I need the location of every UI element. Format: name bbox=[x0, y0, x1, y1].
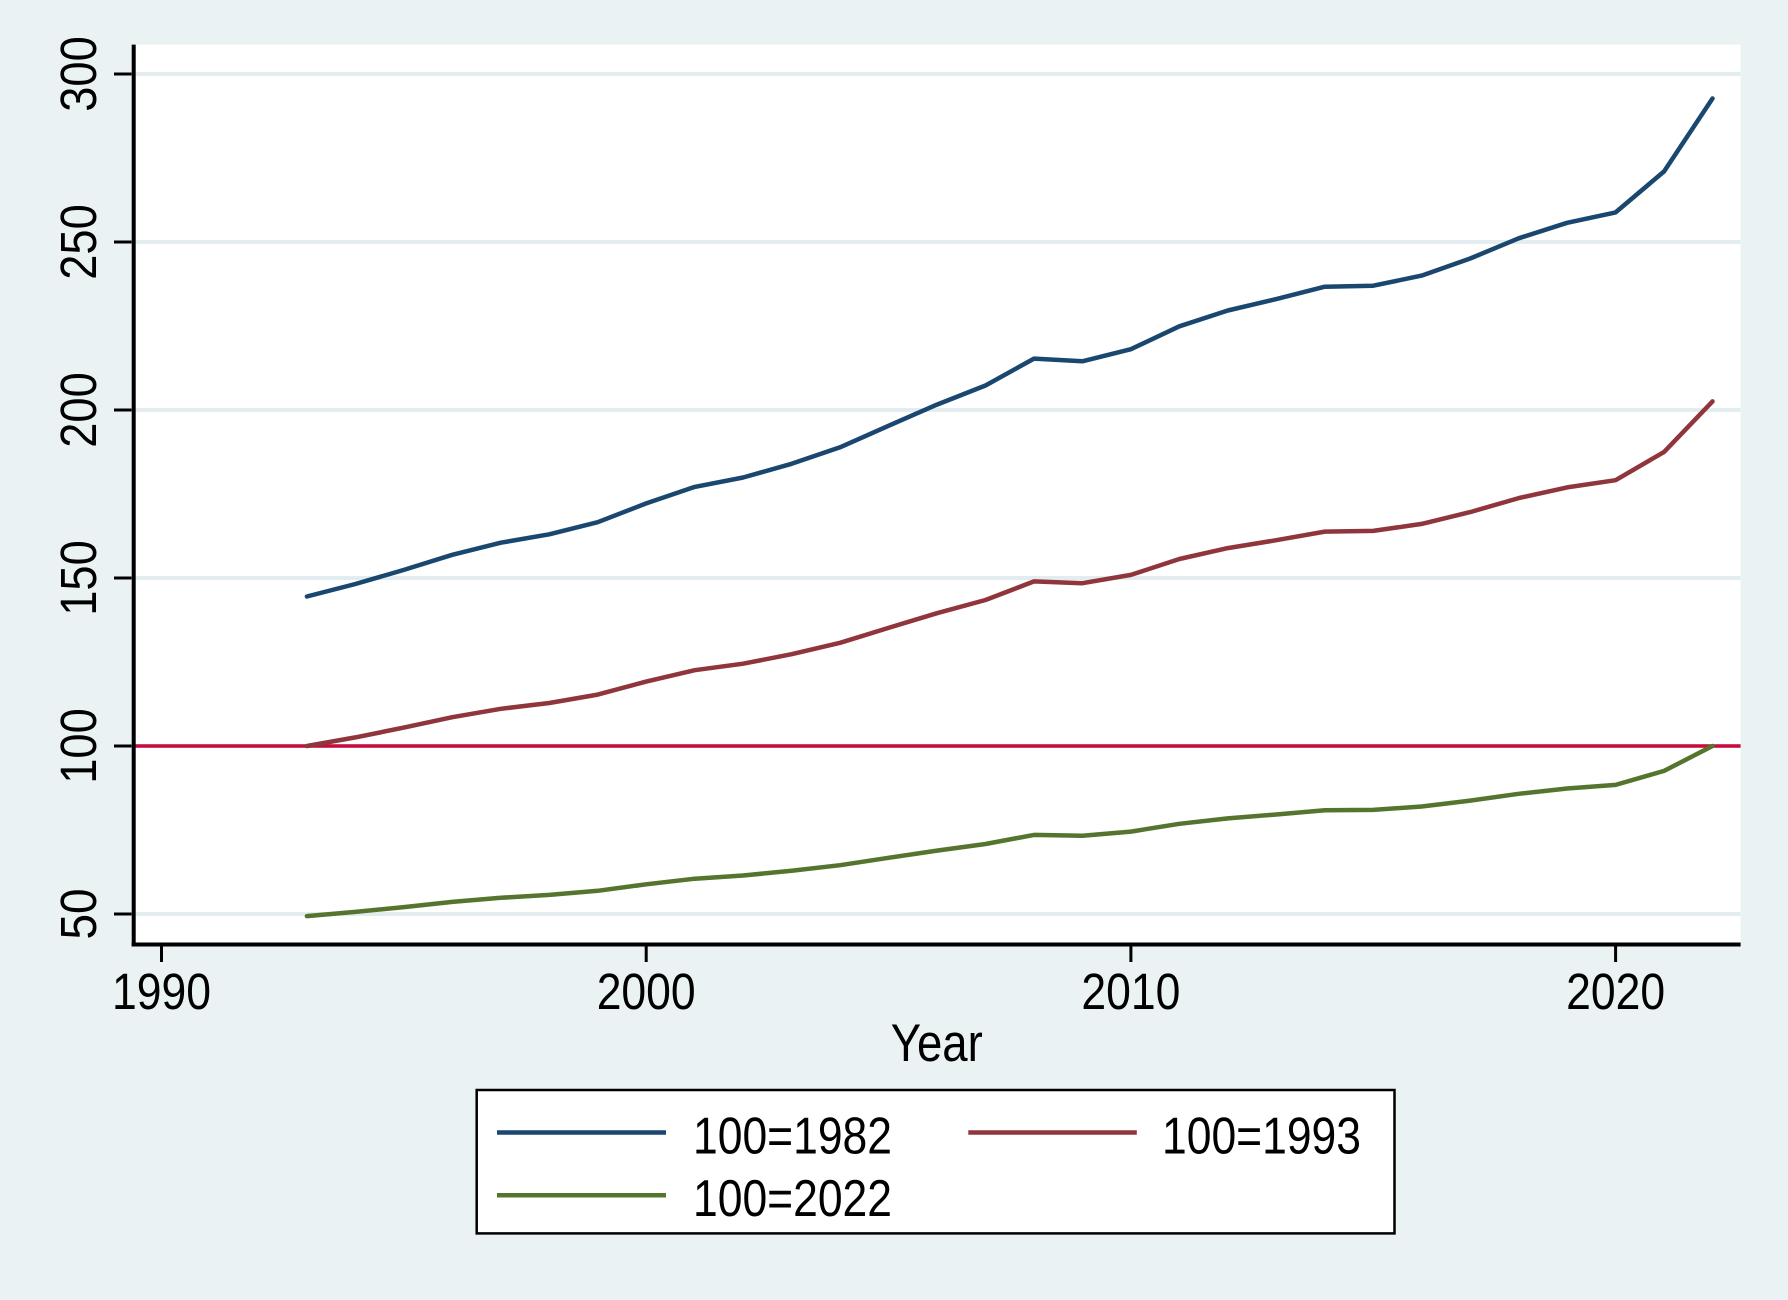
svg-text:Year: Year bbox=[891, 1014, 983, 1073]
svg-text:100=1982: 100=1982 bbox=[693, 1108, 892, 1166]
svg-text:100: 100 bbox=[50, 708, 107, 784]
svg-text:2010: 2010 bbox=[1081, 963, 1180, 1020]
svg-text:150: 150 bbox=[50, 540, 107, 616]
svg-text:300: 300 bbox=[50, 36, 107, 112]
svg-text:50: 50 bbox=[50, 889, 107, 940]
svg-text:250: 250 bbox=[50, 204, 107, 280]
svg-text:2000: 2000 bbox=[597, 963, 696, 1020]
svg-text:1990: 1990 bbox=[112, 963, 211, 1020]
svg-text:200: 200 bbox=[50, 372, 107, 448]
svg-text:2020: 2020 bbox=[1566, 963, 1665, 1020]
svg-text:100=2022: 100=2022 bbox=[693, 1170, 892, 1228]
svg-text:100=1993: 100=1993 bbox=[1162, 1108, 1361, 1166]
